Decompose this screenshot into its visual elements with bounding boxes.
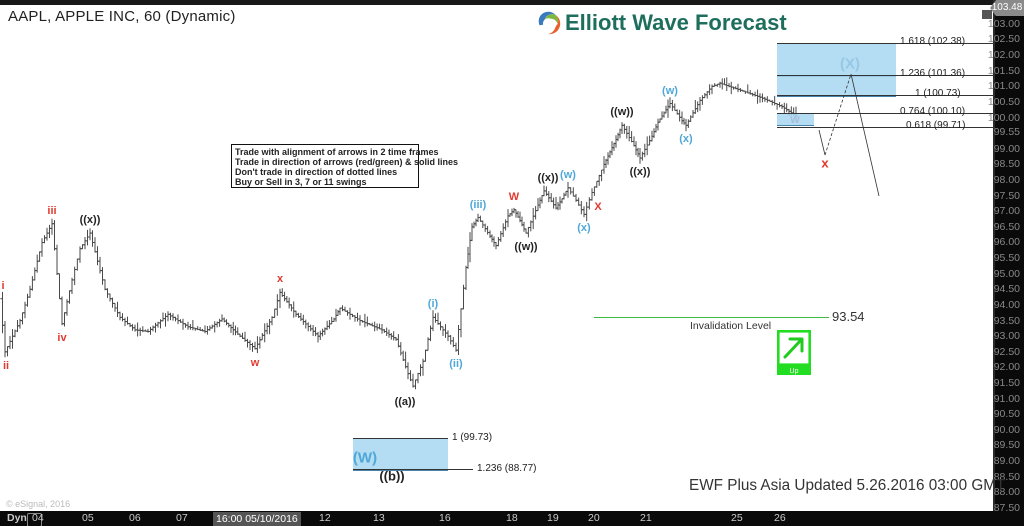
- svg-text:Up: Up: [790, 368, 799, 375]
